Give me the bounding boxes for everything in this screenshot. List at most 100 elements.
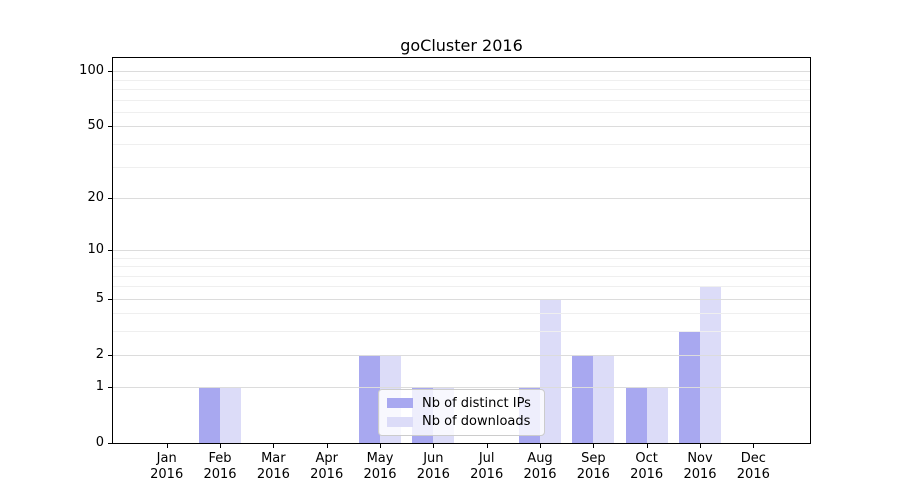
gridline-major-10	[113, 249, 810, 251]
y-tick-50	[108, 126, 112, 128]
gridline-minor-6	[113, 286, 810, 288]
y-tick-label-1: 1	[95, 379, 104, 395]
bar-nb-of-distinct-ips-sep-2016	[572, 354, 594, 443]
x-tick-month: Jan	[156, 451, 177, 466]
x-tick-label-apr-2016: Apr 2016	[296, 451, 358, 483]
plot-frame	[112, 57, 811, 444]
x-tick-label-jul-2016: Jul 2016	[456, 451, 518, 483]
x-tick-year: 2016	[150, 467, 184, 482]
bar-nb-of-distinct-ips-may-2016	[359, 354, 381, 443]
x-tick-year: 2016	[310, 467, 344, 482]
x-tick-year: 2016	[683, 467, 717, 482]
gridline-major-100	[113, 71, 810, 73]
x-tick-month: May	[366, 451, 394, 466]
y-tick-20	[108, 197, 112, 199]
x-tick-month: Nov	[687, 451, 713, 466]
gridline-major-20	[113, 197, 810, 199]
x-tick-jan-2016	[166, 444, 168, 448]
gridline-minor-8	[113, 266, 810, 268]
x-tick-year: 2016	[363, 467, 397, 482]
y-tick-label-0: 0	[95, 435, 104, 450]
gridline-minor-60	[113, 112, 810, 114]
y-tick-10	[108, 249, 112, 251]
bar-nb-of-downloads-nov-2016	[700, 286, 721, 443]
x-tick-year: 2016	[256, 467, 290, 482]
y-tick-100	[108, 71, 112, 73]
gridline-major-5	[113, 298, 810, 300]
bar-nb-of-downloads-oct-2016	[646, 387, 668, 443]
x-tick-year: 2016	[736, 467, 770, 482]
x-tick-month: Sep	[581, 451, 606, 466]
gridline-minor-30	[113, 166, 810, 168]
x-tick-year: 2016	[416, 467, 450, 482]
gridline-minor-70	[113, 99, 810, 101]
bar-nb-of-downloads-sep-2016	[593, 354, 615, 443]
bar-nb-of-distinct-ips-feb-2016	[199, 387, 221, 443]
x-tick-label-aug-2016: Aug 2016	[509, 451, 571, 483]
y-tick-label-5: 5	[95, 290, 104, 306]
y-tick-label-10: 10	[87, 241, 104, 257]
legend-item-nb-of-downloads: Nb of downloads	[387, 414, 536, 429]
y-tick-0	[108, 443, 112, 444]
legend-swatch-nb-of-distinct-ips	[387, 398, 413, 409]
y-tick-label-20: 20	[87, 189, 104, 205]
x-tick-dec-2016	[753, 444, 755, 448]
x-tick-apr-2016	[326, 444, 328, 448]
y-tick-5	[108, 298, 112, 300]
x-tick-label-nov-2016: Nov 2016	[669, 451, 731, 483]
y-tick-label-100: 100	[79, 63, 104, 79]
legend: Nb of distinct IPs Nb of downloads	[378, 389, 545, 436]
x-tick-year: 2016	[470, 467, 504, 482]
x-tick-month: Apr	[315, 451, 338, 466]
x-tick-label-jan-2016: Jan 2016	[136, 451, 198, 483]
x-tick-month: Jun	[423, 451, 444, 466]
x-tick-month: Jul	[478, 451, 495, 466]
x-tick-oct-2016	[646, 444, 648, 448]
x-tick-label-dec-2016: Dec 2016	[722, 451, 784, 483]
y-tick-1	[108, 387, 112, 389]
gridline-minor-80	[113, 89, 810, 91]
gridline-minor-4	[113, 313, 810, 315]
x-tick-nov-2016	[700, 444, 701, 448]
bar-nb-of-downloads-feb-2016	[220, 387, 242, 443]
x-tick-may-2016	[380, 444, 382, 448]
x-tick-month: Dec	[740, 451, 766, 466]
x-tick-year: 2016	[576, 467, 610, 482]
x-tick-label-mar-2016: Mar 2016	[242, 451, 304, 483]
x-tick-year: 2016	[523, 467, 557, 482]
x-tick-month: Mar	[261, 451, 286, 466]
x-tick-jun-2016	[433, 444, 435, 448]
x-tick-year: 2016	[630, 467, 664, 482]
gridline-minor-9	[113, 257, 810, 259]
legend-label-nb-of-distinct-ips: Nb of distinct IPs	[422, 395, 531, 411]
x-tick-label-may-2016: May 2016	[349, 451, 411, 483]
x-tick-label-feb-2016: Feb 2016	[189, 451, 251, 483]
y-tick-label-50: 50	[87, 118, 104, 134]
x-tick-month: Feb	[208, 451, 232, 466]
gridline-major-2	[113, 354, 810, 356]
x-tick-aug-2016	[540, 444, 541, 448]
x-tick-month: Aug	[527, 451, 553, 466]
x-tick-jul-2016	[486, 444, 488, 448]
x-tick-label-oct-2016: Oct 2016	[616, 451, 678, 483]
gridline-minor-40	[113, 144, 810, 146]
y-tick-label-2: 2	[95, 346, 104, 362]
x-tick-label-jun-2016: Jun 2016	[402, 451, 464, 483]
x-tick-sep-2016	[593, 444, 595, 448]
bar-nb-of-distinct-ips-oct-2016	[625, 387, 647, 443]
chart-title: goCluster 2016	[400, 36, 523, 55]
legend-item-nb-of-distinct-ips: Nb of distinct IPs	[387, 396, 536, 411]
x-tick-mar-2016	[273, 444, 275, 448]
legend-label-nb-of-downloads: Nb of downloads	[422, 414, 531, 430]
bar-nb-of-downloads-aug-2016	[540, 298, 561, 443]
x-tick-label-sep-2016: Sep 2016	[562, 451, 624, 483]
gridline-major-1	[113, 387, 810, 389]
x-tick-feb-2016	[220, 444, 222, 448]
gridline-minor-3	[113, 331, 810, 333]
x-tick-month: Oct	[635, 451, 658, 466]
gridline-minor-7	[113, 275, 810, 277]
x-tick-year: 2016	[203, 467, 237, 482]
legend-swatch-nb-of-downloads	[387, 416, 413, 427]
gridline-major-50	[113, 126, 810, 128]
